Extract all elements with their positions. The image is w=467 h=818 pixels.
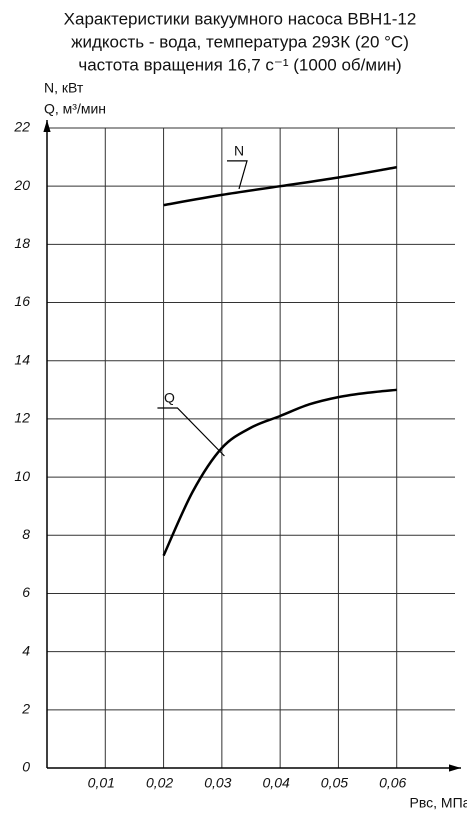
x-tick-label: 0,04 <box>263 775 290 791</box>
y-tick-label: 6 <box>22 584 30 600</box>
x-tick-label: 0,03 <box>204 775 231 791</box>
x-tick-label: 0,01 <box>88 775 115 791</box>
y-tick-label: 10 <box>14 468 30 484</box>
y-tick-label: 14 <box>14 351 30 367</box>
x-axis-label: Pвс, МПа <box>410 795 467 811</box>
chart-title: жидкость - вода, температура 293К (20 °С… <box>71 32 409 51</box>
y-tick-label: 8 <box>22 526 30 542</box>
y-tick-label: 16 <box>14 293 30 309</box>
y-tick-label: 0 <box>22 759 30 775</box>
chart-title: Характеристики вакуумного насоса ВВН1-12 <box>64 9 417 28</box>
y-tick-label: 18 <box>14 235 30 251</box>
y-axis-label: Q, м³/мин <box>44 101 106 117</box>
y-tick-label: 12 <box>14 410 30 426</box>
y-tick-label: 22 <box>13 119 30 135</box>
y-axis-label: N, кВт <box>44 80 84 96</box>
x-tick-label: 0,02 <box>146 775 173 791</box>
y-tick-label: 20 <box>13 177 30 193</box>
series-label: N <box>234 143 244 159</box>
x-tick-label: 0,05 <box>321 775 348 791</box>
leader-line <box>157 407 225 457</box>
x-tick-label: 0,06 <box>379 775 406 791</box>
y-tick-label: 2 <box>21 701 30 717</box>
series-label: Q <box>164 390 175 406</box>
chart-title: частота вращения 16,7 с⁻¹ (1000 об/мин) <box>78 55 401 74</box>
y-tick-label: 4 <box>22 642 30 658</box>
leader-line <box>227 160 248 190</box>
data-line <box>163 166 397 207</box>
data-line <box>162 388 397 557</box>
